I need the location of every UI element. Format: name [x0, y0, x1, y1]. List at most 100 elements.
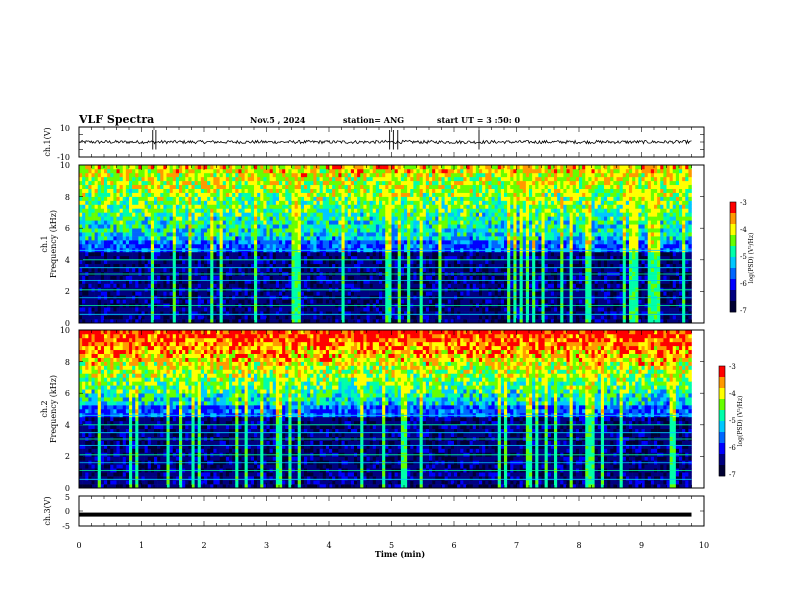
spectrogram-cell	[404, 220, 407, 224]
spectrogram-cell	[182, 260, 185, 264]
spectrogram-cell	[320, 236, 323, 240]
spectrogram-cell	[79, 208, 82, 212]
spectrogram-cell	[138, 208, 141, 212]
spectrogram-cell	[342, 185, 345, 189]
spectrogram-cell	[126, 311, 129, 315]
spectrogram-cell	[254, 232, 257, 236]
spectrogram-cell	[457, 311, 460, 315]
spectrogram-cell	[332, 165, 335, 169]
spectrogram-cell	[145, 224, 148, 228]
spectrogram-cell	[351, 240, 354, 244]
spectrogram-cell	[376, 169, 379, 173]
spectrogram-cell	[348, 165, 351, 169]
spectrogram-cell	[354, 169, 357, 173]
spectrogram-cell	[285, 236, 288, 240]
spectrogram-cell	[407, 311, 410, 315]
spectrogram-cell	[354, 244, 357, 248]
spectrogram-cell	[157, 240, 160, 244]
spectrogram-cell	[245, 185, 248, 189]
spectrogram-cell	[401, 193, 404, 197]
spectrogram-cell	[163, 220, 166, 224]
spectrogram-cell	[404, 252, 407, 256]
spectrogram-cell	[442, 173, 445, 177]
spectrogram-cell	[367, 165, 370, 169]
spectrogram-cell	[370, 197, 373, 201]
spectrogram-cell	[432, 268, 435, 272]
spectrogram-cell	[382, 201, 385, 205]
spectrogram-cell	[117, 284, 120, 288]
spectrogram-cell	[182, 232, 185, 236]
spectrogram-cell	[198, 193, 201, 197]
spectrogram-cell	[217, 205, 220, 209]
spectrogram-cell	[123, 185, 126, 189]
spectrogram-cell	[379, 299, 382, 303]
spectrogram-cell	[117, 291, 120, 295]
spectrogram-cell	[398, 260, 401, 264]
spectrogram-cell	[420, 212, 423, 216]
spectrogram-cell	[251, 244, 254, 248]
spectrogram-cell	[135, 252, 138, 256]
spectrogram-cell	[282, 244, 285, 248]
spectrogram-cell	[385, 208, 388, 212]
spectrogram-cell	[154, 291, 157, 295]
spectrogram-cell	[323, 276, 326, 280]
spectrogram-cell	[185, 193, 188, 197]
spectrogram-cell	[248, 244, 251, 248]
spectrogram-cell	[354, 216, 357, 220]
spectrogram-cell	[123, 201, 126, 205]
spectrogram-cell	[267, 291, 270, 295]
spectrogram-cell	[142, 193, 145, 197]
spectrogram-cell	[176, 260, 179, 264]
spectrogram-cell	[454, 307, 457, 311]
spectrogram-cell	[248, 252, 251, 256]
spectrogram-cell	[398, 189, 401, 193]
spectrogram-cell	[407, 173, 410, 177]
spectrogram-cell	[376, 307, 379, 311]
spectrogram-cell	[110, 315, 113, 319]
spectrogram-cell	[301, 212, 304, 216]
spectrogram-cell	[235, 208, 238, 212]
spectrogram-cell	[154, 201, 157, 205]
spectrogram-cell	[332, 252, 335, 256]
spectrogram-cell	[254, 201, 257, 205]
spectrogram-cell	[288, 232, 291, 236]
spectrogram-cell	[410, 169, 413, 173]
spectrogram-cell	[217, 197, 220, 201]
spectrogram-cell	[101, 228, 104, 232]
spectrogram-cell	[113, 260, 116, 264]
spectrogram-cell	[198, 315, 201, 319]
spectrogram-cell	[79, 216, 82, 220]
spectrogram-cell	[288, 212, 291, 216]
spectrogram-cell	[310, 185, 313, 189]
ch1-waveform-ylabel: ch.1(V)	[43, 127, 52, 156]
spectrogram-cell	[404, 193, 407, 197]
spectrogram-cell	[160, 299, 163, 303]
spectrogram-cell	[232, 307, 235, 311]
spectrogram-cell	[173, 220, 176, 224]
spectrogram-cell	[117, 260, 120, 264]
spectrogram-cell	[101, 268, 104, 272]
spectrogram-cell	[242, 315, 245, 319]
spectrogram-cell	[398, 240, 401, 244]
spectrogram-cell	[417, 212, 420, 216]
spectrogram-cell	[207, 197, 210, 201]
spectrogram-cell	[210, 212, 213, 216]
spectrogram-cell	[401, 252, 404, 256]
spectrogram-cell	[207, 299, 210, 303]
spectrogram-cell	[135, 169, 138, 173]
spectrogram-cell	[126, 212, 129, 216]
spectrogram-cell	[417, 268, 420, 272]
spectrogram-cell	[126, 216, 129, 220]
spectrogram-cell	[438, 236, 441, 240]
spectrogram-cell	[154, 228, 157, 232]
spectrogram-cell	[448, 311, 451, 315]
spectrogram-cell	[176, 311, 179, 315]
spectrogram-cell	[120, 205, 123, 209]
spectrogram-cell	[451, 252, 454, 256]
spectrogram-cell	[260, 177, 263, 181]
spectrogram-cell	[113, 185, 116, 189]
spectrogram-cell	[151, 197, 154, 201]
spectrogram-cell	[448, 197, 451, 201]
spectrogram-cell	[395, 260, 398, 264]
spectrogram-cell	[342, 201, 345, 205]
